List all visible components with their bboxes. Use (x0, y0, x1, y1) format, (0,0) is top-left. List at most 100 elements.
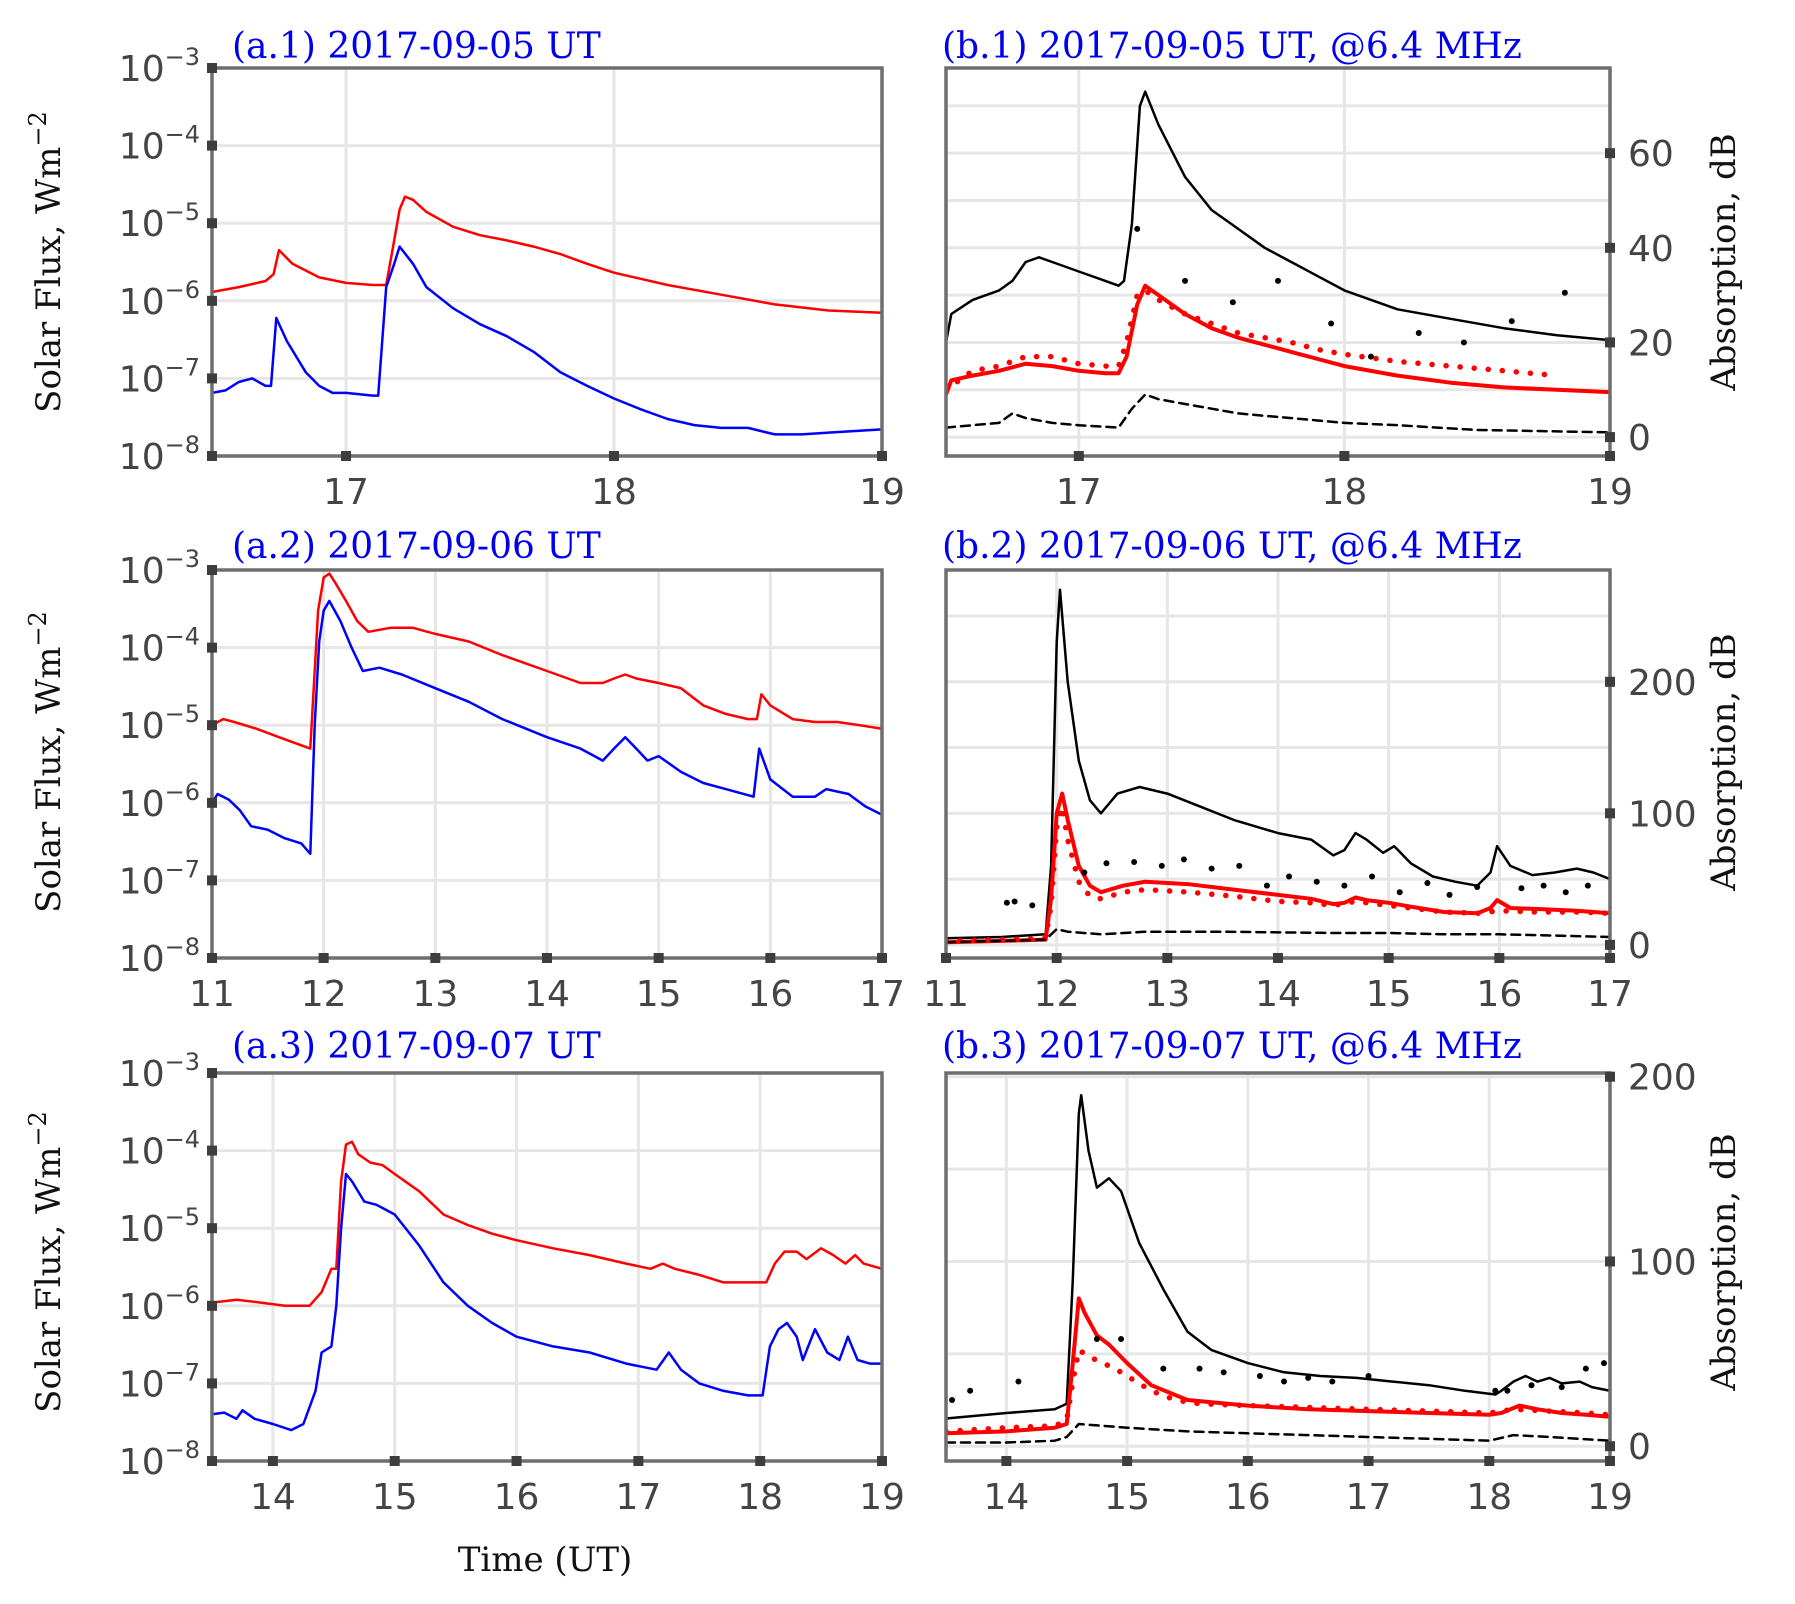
y-tick-mark (207, 1145, 217, 1156)
panel-title: (b.1) 2017-09-05 UT, @6.4 MHz (942, 26, 1522, 67)
panel-title: (b.3) 2017-09-07 UT, @6.4 MHz (942, 1026, 1522, 1067)
data-point (1528, 1382, 1535, 1389)
series-line-dashed (946, 1422, 1610, 1444)
x-tick-mark (389, 1456, 400, 1466)
data-point (1236, 862, 1243, 869)
panel-b3: (b.3) 2017-09-07 UT, @6.4 MHz 14 15 16 17 18… (942, 1026, 1744, 1518)
x-tick-mark (1073, 451, 1084, 461)
y-tick-mark (207, 63, 217, 73)
y-tick-mark (207, 373, 217, 384)
y-tick-mark (207, 1223, 217, 1234)
data-point (1229, 299, 1236, 306)
y-tick-label: 100 (1628, 1242, 1697, 1283)
y-tick-label: 20 (1628, 323, 1674, 364)
data-point (1256, 1373, 1263, 1380)
data-point (1518, 885, 1525, 892)
x-tick-label: 16 (494, 1477, 540, 1518)
y-tick-mark (207, 797, 217, 808)
series-line-solid (946, 588, 1610, 940)
data-point (1582, 1365, 1589, 1372)
x-tick-label: 13 (1144, 974, 1190, 1015)
x-tick-label: 19 (1587, 1477, 1633, 1518)
y-tick-label: 0 (1628, 418, 1651, 459)
data-point (1460, 339, 1467, 346)
data-point (1540, 882, 1547, 889)
y-tick-mark (207, 953, 217, 963)
data-point (1367, 353, 1374, 360)
data-point (1329, 1378, 1336, 1385)
x-tick-mark (653, 953, 664, 963)
x-tick-label: 17 (323, 472, 369, 513)
x-tick-mark (1339, 451, 1350, 461)
y-tick-label: 10−6 (119, 1281, 200, 1328)
data-point (1263, 882, 1270, 889)
data-point (1208, 865, 1215, 872)
y-tick-label: 10−3 (119, 1048, 200, 1095)
flux-axis-label: Solar Flux, Wm−2 (24, 611, 69, 913)
x-tick-mark (941, 953, 951, 963)
series-markers (1134, 225, 1568, 360)
axes-frame (210, 66, 884, 458)
data-point (1492, 1387, 1499, 1394)
x-tick-mark (430, 953, 441, 963)
series-line-dotted (946, 287, 1560, 393)
series-line-solid (212, 195, 882, 315)
x-tick-label: 15 (1104, 1477, 1150, 1518)
y-tick-label: 200 (1628, 663, 1697, 704)
x-tick-label: 13 (412, 974, 458, 1015)
x-tick-mark (1605, 1456, 1615, 1466)
y-tick-mark (1605, 337, 1615, 348)
x-tick-mark (1484, 1456, 1495, 1466)
data-point (1158, 862, 1165, 869)
series-line-solid (212, 572, 882, 750)
data-point (1134, 225, 1141, 232)
x-tick-mark (1383, 953, 1394, 963)
data-point (1180, 856, 1187, 863)
x-tick-mark (877, 953, 887, 963)
y-tick-label: 10−3 (119, 43, 200, 90)
y-tick-mark (1605, 1256, 1615, 1267)
data-point (1561, 289, 1568, 296)
x-tick-mark (341, 451, 351, 461)
data-point (1281, 1378, 1288, 1385)
panel-title: (b.2) 2017-09-06 UT, @6.4 MHz (942, 526, 1522, 567)
data-point (1328, 320, 1335, 327)
data-point (1600, 1360, 1607, 1367)
x-tick-mark (511, 1456, 522, 1466)
data-point (1196, 1365, 1203, 1372)
panel-title: (a.3) 2017-09-07 UT (232, 1026, 601, 1067)
x-tick-label: 17 (1587, 974, 1633, 1015)
data-point (949, 1397, 956, 1404)
panel-title: (a.1) 2017-09-05 UT (232, 26, 601, 67)
x-tick-mark (1494, 953, 1505, 963)
y-tick-label: 10−6 (119, 778, 200, 825)
y-tick-label: 10−5 (119, 700, 200, 747)
series-line-solid (212, 245, 882, 436)
y-tick-label: 10−4 (119, 1126, 200, 1173)
x-tick-mark (1001, 1456, 1012, 1466)
x-tick-mark (877, 1456, 887, 1466)
y-tick-mark (1605, 808, 1615, 819)
absorption-axis-label: Absorption, dB (1704, 133, 1744, 392)
x-tick-mark (1122, 1456, 1133, 1466)
y-tick-mark (207, 1378, 217, 1389)
x-tick-label: 15 (372, 1477, 418, 1518)
y-tick-label: 10−5 (119, 198, 200, 245)
series-line-dotted (946, 1347, 1610, 1435)
x-tick-label: 17 (859, 974, 905, 1015)
y-tick-mark (207, 875, 217, 886)
panel-a1: (a.1) 2017-09-05 UT 17 18 19 10−8 10−7 10−6 10… (24, 26, 905, 513)
y-tick-mark (207, 218, 217, 229)
x-tick-mark (877, 451, 887, 461)
x-tick-mark (1242, 1456, 1253, 1466)
y-tick-mark (207, 140, 217, 151)
y-tick-label: 10−8 (119, 1436, 200, 1483)
y-tick-mark (207, 1456, 217, 1466)
x-tick-label: 17 (1056, 472, 1102, 513)
data-point (1305, 1374, 1312, 1381)
x-tick-label: 14 (1255, 974, 1301, 1015)
data-point (1286, 873, 1293, 880)
axes-frame (944, 66, 1612, 458)
data-point (1029, 902, 1036, 909)
